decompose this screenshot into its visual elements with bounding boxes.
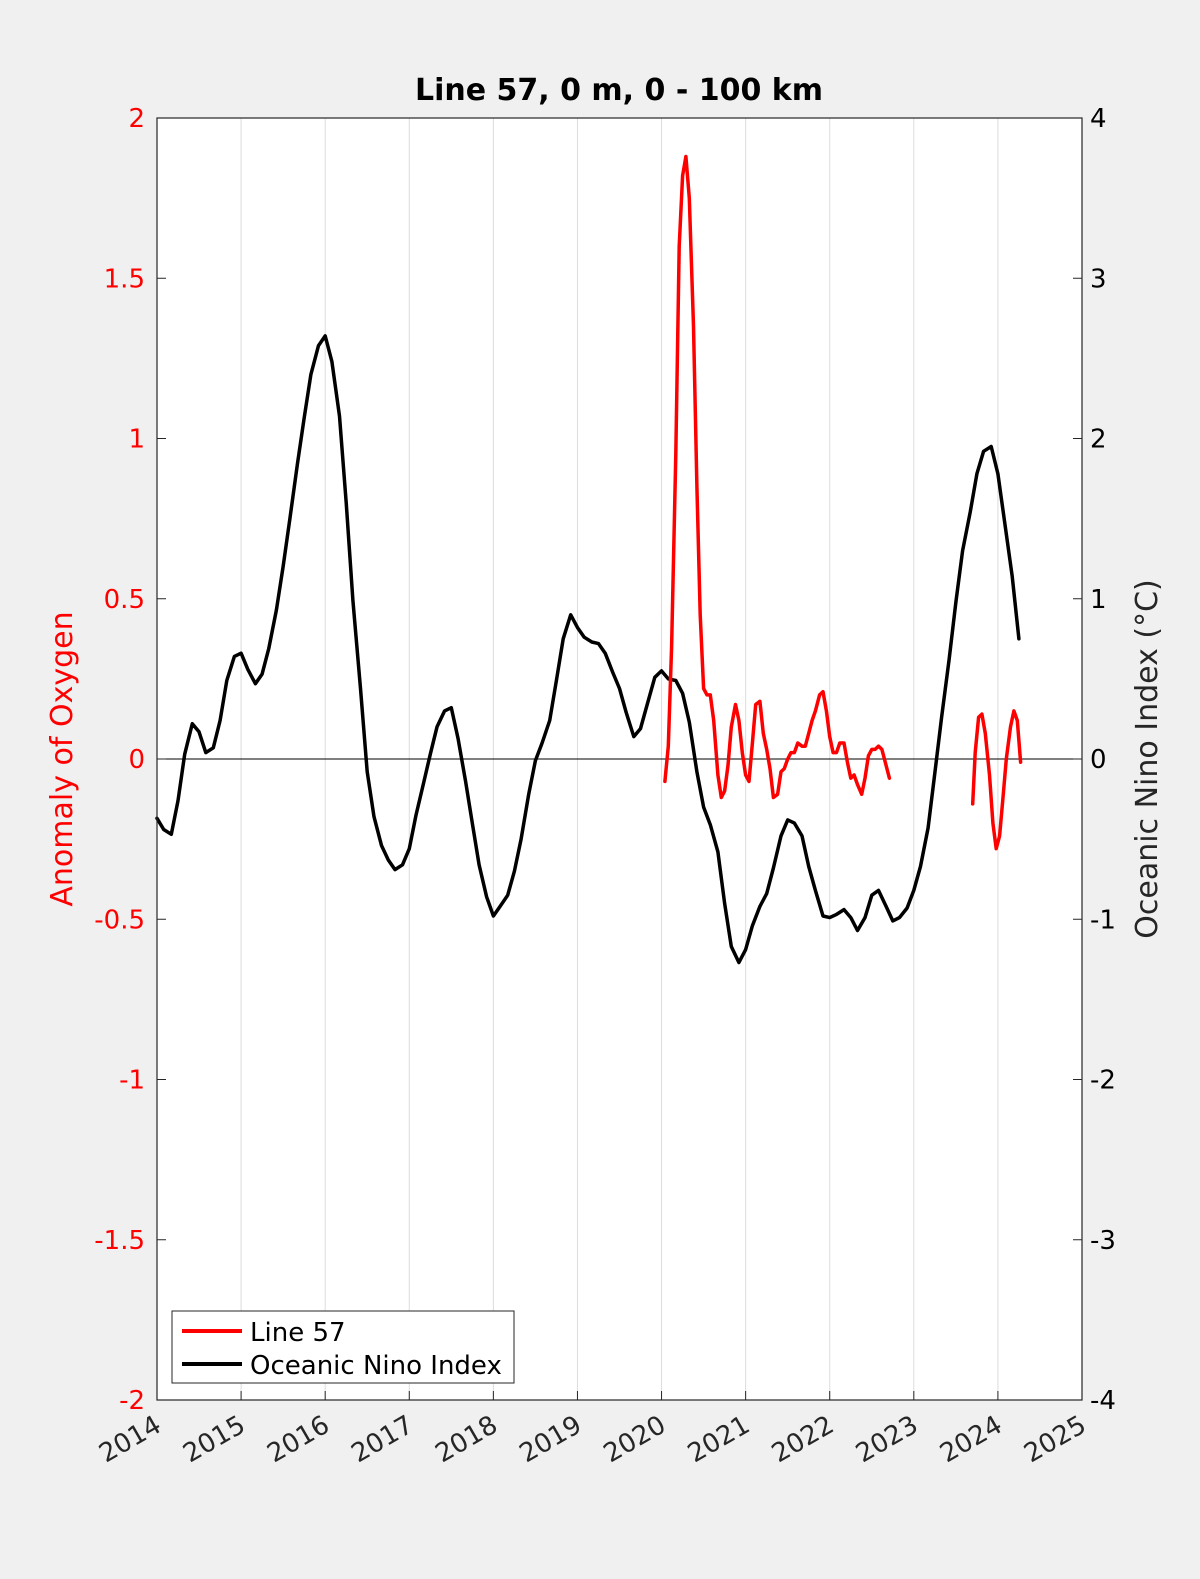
left-y-tick-label: 2 bbox=[128, 104, 145, 134]
right-axis-label: Oceanic Nino Index (°C) bbox=[1130, 579, 1165, 939]
right-y-tick-label: 3 bbox=[1090, 264, 1107, 294]
right-y-tick-label: -3 bbox=[1090, 1226, 1116, 1256]
right-y-tick-label: 4 bbox=[1090, 104, 1107, 134]
left-y-tick-label: -0.5 bbox=[94, 905, 145, 935]
left-y-tick-label: -2 bbox=[119, 1386, 145, 1416]
legend: Line 57 Oceanic Nino Index bbox=[171, 1310, 515, 1384]
legend-oni-label: Oceanic Nino Index bbox=[250, 1351, 502, 1381]
line57-series bbox=[970, 709, 1023, 851]
right-y-tick-label: -2 bbox=[1090, 1066, 1116, 1096]
series-layer bbox=[155, 154, 1023, 965]
left-y-tick-label: -1.5 bbox=[94, 1226, 145, 1256]
left-axis-label: Anomaly of Oxygen bbox=[45, 611, 80, 906]
right-y-tick-label: 0 bbox=[1090, 745, 1107, 775]
left-y-tick-label: 0.5 bbox=[104, 585, 145, 615]
left-y-tick-label: 1.5 bbox=[104, 264, 145, 294]
right-y-tick-label: -4 bbox=[1090, 1386, 1116, 1416]
right-y-tick-label: -1 bbox=[1090, 905, 1116, 935]
line57-series bbox=[663, 154, 892, 800]
legend-line57-label: Line 57 bbox=[250, 1318, 346, 1348]
oni-series bbox=[155, 334, 1021, 965]
right-y-tick-label: 1 bbox=[1090, 585, 1107, 615]
chart-title: Line 57, 0 m, 0 - 100 km bbox=[415, 73, 823, 108]
right-y-tick-label: 2 bbox=[1090, 425, 1107, 455]
left-y-tick-label: -1 bbox=[119, 1066, 145, 1096]
left-y-tick-label: 0 bbox=[128, 745, 145, 775]
left-y-tick-label: 1 bbox=[128, 425, 145, 455]
legend-box bbox=[171, 1310, 515, 1384]
right-y-axis: 4 3 2 1 0 -1 -2 -3 -4 bbox=[1073, 104, 1116, 1416]
left-y-axis: 2 1.5 1 0.5 0 -0.5 -1 -1.5 -2 bbox=[94, 104, 166, 1416]
